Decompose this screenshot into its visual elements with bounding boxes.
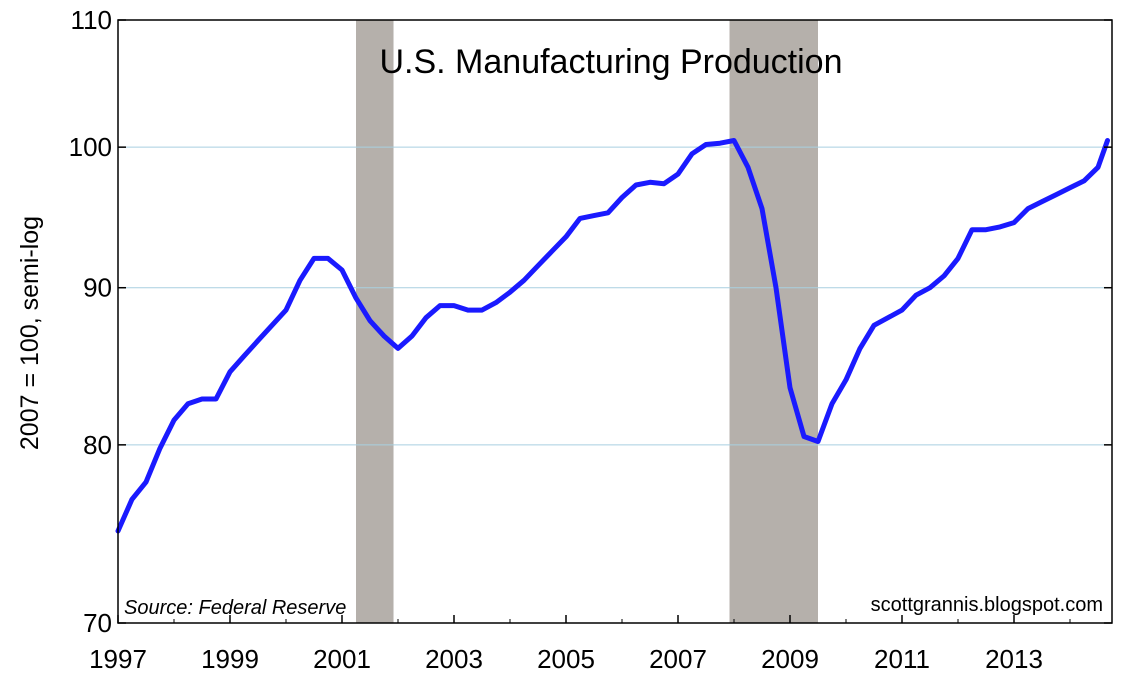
- plot-background: [118, 20, 1112, 623]
- x-tick-label: 2009: [761, 644, 819, 674]
- y-axis-label: 2007 = 100, semi-log: [16, 216, 44, 450]
- chart-title: U.S. Manufacturing Production: [379, 43, 842, 81]
- series-line: [115, 138, 1110, 534]
- source-note: Source: Federal Reserve: [124, 597, 346, 619]
- recession-band: [356, 20, 394, 623]
- x-tick-label: 2011: [874, 644, 930, 674]
- y-tick-label: 100: [69, 132, 112, 162]
- plot-area: [115, 19, 1113, 624]
- y-tick-label: 110: [71, 5, 112, 35]
- plot-frame: [117, 19, 1113, 624]
- x-tick-label: 2005: [537, 644, 595, 674]
- recession-band: [729, 20, 818, 623]
- x-tick-label: 2007: [649, 644, 707, 674]
- y-tick-label: 70: [83, 608, 112, 638]
- x-tick-label: 2003: [425, 644, 483, 674]
- y-tick-label: 80: [83, 430, 112, 460]
- x-tick-label: 1999: [201, 644, 259, 674]
- site-credit: scottgrannis.blogspot.com: [871, 594, 1103, 616]
- x-tick-label: 2001: [313, 644, 371, 674]
- x-tick-label: 1997: [89, 644, 147, 674]
- x-tick-label: 2013: [985, 644, 1043, 674]
- y-tick-label: 90: [83, 273, 112, 303]
